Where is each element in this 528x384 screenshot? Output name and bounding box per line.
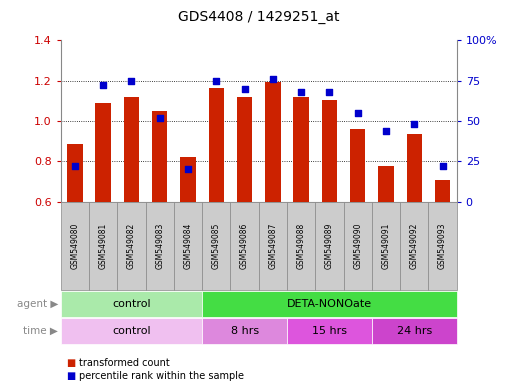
Bar xyxy=(67,144,83,202)
Bar xyxy=(96,103,111,202)
Text: GSM549089: GSM549089 xyxy=(325,223,334,269)
Point xyxy=(438,163,447,169)
Point xyxy=(269,76,277,82)
Text: GSM549091: GSM549091 xyxy=(382,223,391,269)
Text: transformed count: transformed count xyxy=(79,358,170,368)
Text: GSM549082: GSM549082 xyxy=(127,223,136,269)
Point xyxy=(325,89,334,95)
Point xyxy=(297,89,305,95)
Bar xyxy=(180,157,196,202)
Text: GSM549081: GSM549081 xyxy=(99,223,108,269)
Text: agent ▶: agent ▶ xyxy=(17,299,58,309)
Bar xyxy=(378,166,394,202)
Point xyxy=(353,110,362,116)
Point xyxy=(99,83,107,89)
Bar xyxy=(435,180,450,202)
Text: GSM549086: GSM549086 xyxy=(240,223,249,269)
Point xyxy=(155,115,164,121)
Bar xyxy=(124,97,139,202)
Point xyxy=(410,121,419,127)
Point xyxy=(127,78,136,84)
Bar xyxy=(152,111,167,202)
Text: GSM549085: GSM549085 xyxy=(212,223,221,269)
Text: control: control xyxy=(112,299,151,309)
Bar xyxy=(294,97,309,202)
Bar xyxy=(350,129,365,202)
Text: GSM549092: GSM549092 xyxy=(410,223,419,269)
Text: GSM549084: GSM549084 xyxy=(184,223,193,269)
Text: GSM549083: GSM549083 xyxy=(155,223,164,269)
Text: ■: ■ xyxy=(66,371,76,381)
Bar xyxy=(209,88,224,202)
Text: GDS4408 / 1429251_at: GDS4408 / 1429251_at xyxy=(178,10,340,24)
Text: 15 hrs: 15 hrs xyxy=(312,326,347,336)
Point xyxy=(71,163,79,169)
Bar xyxy=(407,134,422,202)
Text: control: control xyxy=(112,326,151,336)
Text: time ▶: time ▶ xyxy=(23,326,58,336)
Text: percentile rank within the sample: percentile rank within the sample xyxy=(79,371,244,381)
Bar xyxy=(237,97,252,202)
Point xyxy=(240,86,249,92)
Text: GSM549088: GSM549088 xyxy=(297,223,306,269)
Text: GSM549090: GSM549090 xyxy=(353,222,362,269)
Bar xyxy=(265,82,281,202)
Text: DETA-NONOate: DETA-NONOate xyxy=(287,299,372,309)
Text: GSM549093: GSM549093 xyxy=(438,222,447,269)
Bar xyxy=(322,100,337,202)
Point xyxy=(212,78,221,84)
Point xyxy=(184,166,192,172)
Text: 24 hrs: 24 hrs xyxy=(397,326,432,336)
Text: GSM549080: GSM549080 xyxy=(70,223,79,269)
Text: 8 hrs: 8 hrs xyxy=(231,326,259,336)
Point xyxy=(382,127,390,134)
Text: ■: ■ xyxy=(66,358,76,368)
Text: GSM549087: GSM549087 xyxy=(268,223,277,269)
